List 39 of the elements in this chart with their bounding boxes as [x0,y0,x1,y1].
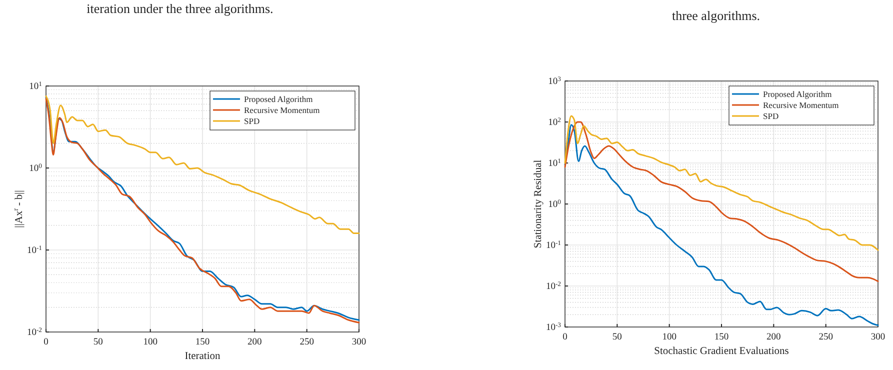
x-tick-label: 0 [44,338,49,348]
y-tick-label: 10$^{0}$ [29,162,43,174]
legend-label: Recursive Momentum [763,100,840,110]
text: three algorithms. [672,8,760,23]
y-tick-label: 10$^{-3}$ [546,322,562,334]
y-tick-label: 10$^{0}$ [548,198,562,210]
line-series [564,121,879,282]
x-tick-label: 200 [248,338,262,348]
line-series [45,95,360,234]
y-tick-label: 10$^{1}$ [548,158,561,170]
x-axis-title: Stochastic Gradient Evaluations [654,346,789,357]
legend-label: SPD [763,111,779,121]
legend-label: Proposed Algorithm [763,89,832,99]
x-tick-label: 300 [352,338,366,348]
line-series [564,115,879,251]
y-tick-label: 10$^{-2}$ [546,280,561,292]
x-tick-label: 250 [300,338,314,348]
legend-label: Recursive Momentum [244,105,320,115]
y-tick-label: 10$^{-1}$ [26,244,42,256]
x-tick-label: 100 [662,332,677,343]
y-tick-label: 10$^{-1}$ [546,240,561,252]
y-tick-label: 10$^{-2}$ [26,326,42,338]
y-tick-label: 10$^{3}$ [548,76,562,88]
x-tick-label: 250 [818,332,834,343]
x-tick-label: 50 [93,338,104,348]
x-tick-label: 50 [612,332,622,343]
x-axis-title: Iteration [184,351,222,362]
y-tick-label: 10$^{1}$ [29,80,42,92]
x-tick-label: 0 [562,332,568,343]
legend-label: SPD [244,116,260,126]
legend-label: Proposed Algorithm [244,94,314,104]
x-tick-label: 300 [870,332,886,343]
x-tick-label: 150 [714,332,729,343]
x-tick-label: 150 [195,338,210,348]
x-tick-label: 200 [766,332,782,343]
y-axis-title: Stationarity Residual [533,160,544,248]
x-tick-label: 100 [143,338,158,348]
y-tick-label: 10$^{2}$ [548,116,561,128]
text: iteration under the three algorithms. [86,1,274,16]
